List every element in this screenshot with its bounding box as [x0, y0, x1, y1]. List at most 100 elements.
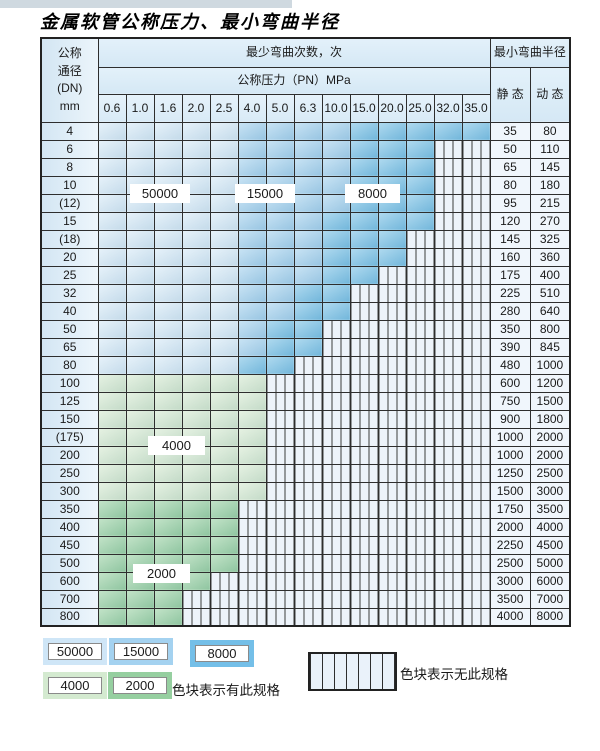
spec-available-cell	[125, 589, 155, 609]
spec-available-cell	[209, 247, 239, 267]
spec-unavailable-cell	[377, 427, 407, 447]
dn-cell: 125	[40, 391, 99, 411]
zone-label-4000: 4000	[148, 436, 205, 455]
dn-cell: 15	[40, 211, 99, 231]
spec-available-cell	[125, 481, 155, 501]
spec-available-cell	[125, 211, 155, 231]
spec-available-cell	[349, 265, 379, 285]
dn-cell: 400	[40, 517, 99, 537]
spec-unavailable-cell	[377, 301, 407, 321]
spec-available-cell	[181, 139, 211, 159]
spec-unavailable-cell	[433, 607, 463, 627]
dn-cell: 10	[40, 175, 99, 195]
spec-available-cell	[209, 427, 239, 447]
spec-unavailable-cell	[377, 481, 407, 501]
spec-available-cell	[209, 499, 239, 519]
spec-unavailable-cell	[461, 607, 491, 627]
legend-item-15000: 15000	[109, 638, 173, 665]
dynamic-radius-value: 2500	[529, 463, 571, 483]
zone-label-2000: 2000	[133, 564, 190, 583]
spec-unavailable-cell	[405, 409, 435, 429]
spec-unavailable-cell	[349, 553, 379, 573]
spec-unavailable-cell	[349, 607, 379, 627]
spec-unavailable-cell	[405, 337, 435, 357]
spec-unavailable-cell	[265, 391, 295, 411]
static-radius-value: 2250	[489, 535, 531, 555]
pressure-tick: 2.5	[209, 93, 239, 123]
spec-available-cell	[265, 283, 295, 303]
spec-available-cell	[321, 265, 351, 285]
static-radius-value: 1000	[489, 427, 531, 447]
spec-unavailable-cell	[321, 481, 351, 501]
spec-available-cell	[293, 319, 323, 339]
spec-available-cell	[237, 427, 267, 447]
spec-available-cell	[125, 427, 155, 447]
spec-available-cell	[293, 265, 323, 285]
static-radius-value: 750	[489, 391, 531, 411]
dn-column-header: 公称 通径 (DN) mm	[40, 37, 99, 123]
spec-unavailable-cell	[433, 373, 463, 393]
spec-unavailable-cell	[349, 355, 379, 375]
dynamic-radius-value: 180	[529, 175, 571, 195]
spec-unavailable-cell	[321, 553, 351, 573]
spec-available-cell	[237, 481, 267, 501]
spec-unavailable-cell	[461, 409, 491, 429]
pressure-tick: 35.0	[461, 93, 491, 123]
spec-unavailable-cell	[349, 445, 379, 465]
spec-available-cell	[125, 409, 155, 429]
spec-unavailable-cell	[377, 373, 407, 393]
spec-available-cell	[181, 373, 211, 393]
spec-unavailable-cell	[405, 301, 435, 321]
legend-item-label: 15000	[114, 643, 168, 660]
static-radius-value: 35	[489, 121, 531, 141]
pressure-tick: 6.3	[293, 93, 323, 123]
spec-available-cell	[125, 319, 155, 339]
spec-unavailable-cell	[237, 571, 267, 591]
spec-available-cell	[237, 337, 267, 357]
spec-available-cell	[209, 535, 239, 555]
pressure-tick: 20.0	[377, 93, 407, 123]
spec-available-cell	[181, 535, 211, 555]
spec-unavailable-cell	[405, 499, 435, 519]
dn-cell: 300	[40, 481, 99, 501]
spec-available-cell	[153, 463, 183, 483]
spec-available-cell	[97, 517, 127, 537]
spec-available-cell	[97, 175, 127, 195]
spec-unavailable-cell	[405, 535, 435, 555]
dynamic-radius-value: 5000	[529, 553, 571, 573]
spec-available-cell	[209, 481, 239, 501]
spec-unavailable-cell	[209, 571, 239, 591]
spec-unavailable-cell	[265, 517, 295, 537]
spec-available-cell	[209, 319, 239, 339]
spec-unavailable-cell	[321, 427, 351, 447]
spec-available-cell	[125, 283, 155, 303]
spec-available-cell	[97, 589, 127, 609]
spec-available-cell	[125, 139, 155, 159]
spec-unavailable-cell	[293, 391, 323, 411]
spec-unavailable-cell	[321, 319, 351, 339]
spec-available-cell	[125, 301, 155, 321]
table-row: 25 175 400	[40, 265, 571, 285]
spec-unavailable-cell	[293, 535, 323, 555]
table-row: 700 3500 7000	[40, 589, 571, 609]
spec-available-cell	[405, 175, 435, 195]
dynamic-radius-value: 215	[529, 193, 571, 213]
spec-available-cell	[97, 319, 127, 339]
spec-unavailable-cell	[321, 535, 351, 555]
spec-available-cell	[405, 193, 435, 213]
spec-unavailable-cell	[433, 175, 463, 195]
spec-unavailable-cell	[461, 301, 491, 321]
table-row: 80 480 1000	[40, 355, 571, 375]
zone-label-50000: 50000	[130, 184, 190, 203]
spec-unavailable-cell	[265, 535, 295, 555]
spec-available-cell	[153, 535, 183, 555]
spec-available-cell	[321, 301, 351, 321]
spec-available-cell	[125, 355, 155, 375]
spec-available-cell	[181, 175, 211, 195]
legend-no-spec-text: 色块表示无此规格	[400, 667, 508, 682]
spec-available-cell	[405, 121, 435, 141]
spec-unavailable-cell	[349, 319, 379, 339]
spec-unavailable-cell	[433, 463, 463, 483]
dynamic-radius-value: 2000	[529, 427, 571, 447]
spec-table: 公称 通径 (DN) mm 最少弯曲次数，次 最小弯曲半径 公称压力（PN）MP…	[40, 37, 572, 627]
